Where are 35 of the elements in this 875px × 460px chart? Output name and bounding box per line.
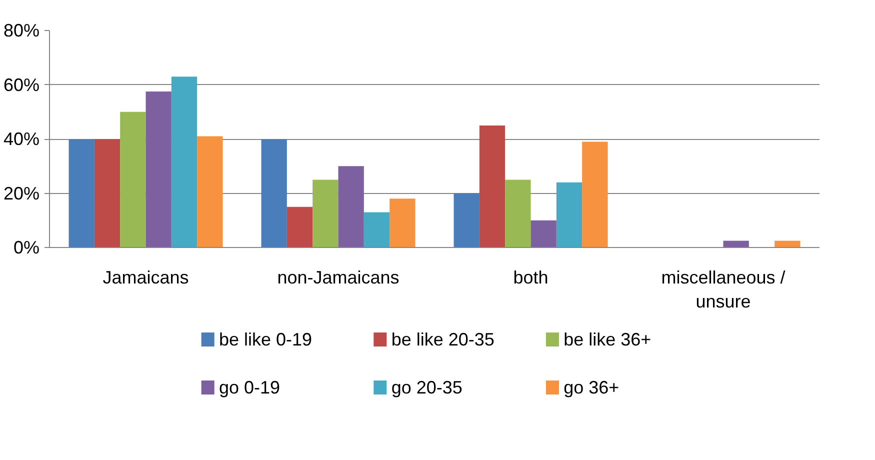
bar — [556, 182, 582, 248]
y-tick-label: 60% — [3, 74, 40, 95]
x-tick-label: Jamaicans — [102, 268, 189, 288]
bar — [530, 220, 556, 248]
legend-label: go 36+ — [564, 378, 620, 398]
bar — [120, 112, 146, 248]
bar — [197, 136, 223, 248]
bar — [582, 142, 608, 248]
x-tick-label: miscellaneous / unsure — [661, 268, 786, 312]
x-tick-label: non-Jamaicans — [277, 268, 400, 288]
bar — [68, 139, 94, 248]
bar — [364, 212, 390, 248]
bar — [479, 125, 506, 248]
legend-label: be like 0-19 — [219, 330, 312, 350]
bar — [774, 240, 800, 248]
legend-label: go 0-19 — [219, 378, 280, 398]
legend-label: be like 20-35 — [391, 330, 494, 350]
bar — [171, 76, 198, 248]
bar — [505, 180, 531, 248]
legend-label: be like 36+ — [564, 330, 652, 350]
y-tick-label: 0% — [13, 238, 40, 258]
y-tick-label: 20% — [3, 183, 40, 204]
legend-label: go 20-35 — [391, 378, 462, 398]
bar — [286, 206, 313, 248]
bar — [94, 139, 120, 248]
bar — [338, 166, 364, 248]
y-tick-label: 40% — [3, 129, 40, 149]
y-tick-label: 80% — [3, 20, 40, 40]
bar — [390, 198, 416, 248]
bar — [454, 193, 480, 248]
x-tick-label: both — [513, 268, 548, 288]
bar — [723, 240, 749, 248]
bar — [146, 92, 172, 248]
bar — [261, 139, 287, 248]
bar — [312, 180, 338, 248]
